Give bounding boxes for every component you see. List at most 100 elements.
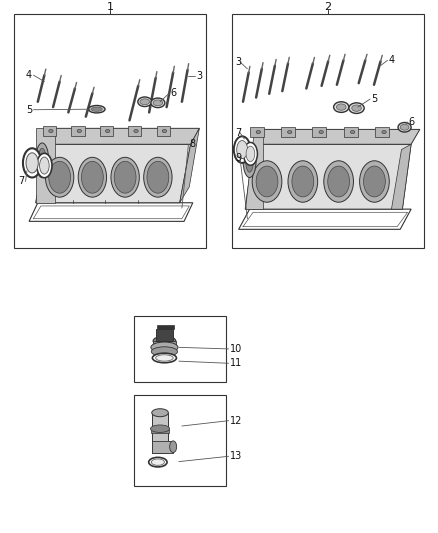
Ellipse shape xyxy=(153,336,176,346)
Polygon shape xyxy=(157,325,174,329)
Text: 13: 13 xyxy=(230,451,242,461)
Ellipse shape xyxy=(150,425,170,432)
Ellipse shape xyxy=(288,131,292,134)
Text: 9: 9 xyxy=(235,152,241,163)
Ellipse shape xyxy=(288,161,318,202)
Polygon shape xyxy=(152,441,173,453)
Ellipse shape xyxy=(252,161,282,202)
Ellipse shape xyxy=(149,457,167,467)
Ellipse shape xyxy=(114,161,136,193)
Ellipse shape xyxy=(37,154,52,178)
Text: 3: 3 xyxy=(196,71,202,81)
Ellipse shape xyxy=(78,157,106,197)
Ellipse shape xyxy=(77,130,81,133)
Ellipse shape xyxy=(360,161,389,202)
Text: 1: 1 xyxy=(106,2,113,12)
Ellipse shape xyxy=(26,153,38,173)
Ellipse shape xyxy=(151,98,165,108)
Ellipse shape xyxy=(400,124,409,130)
Text: 6: 6 xyxy=(408,117,414,127)
Polygon shape xyxy=(392,144,411,209)
Ellipse shape xyxy=(152,353,177,363)
Ellipse shape xyxy=(382,131,386,134)
Ellipse shape xyxy=(88,106,105,113)
Ellipse shape xyxy=(81,161,103,193)
Ellipse shape xyxy=(364,166,385,197)
Text: 5: 5 xyxy=(26,104,32,115)
Ellipse shape xyxy=(140,99,150,104)
Ellipse shape xyxy=(319,131,323,134)
Bar xyxy=(312,127,326,138)
Text: 8: 8 xyxy=(189,139,195,149)
Ellipse shape xyxy=(398,123,411,132)
Bar xyxy=(134,395,226,486)
Ellipse shape xyxy=(350,131,355,134)
Polygon shape xyxy=(239,209,411,229)
Text: 10: 10 xyxy=(230,344,242,354)
Text: 3: 3 xyxy=(235,57,241,67)
Polygon shape xyxy=(180,128,199,203)
Ellipse shape xyxy=(234,136,251,163)
Ellipse shape xyxy=(352,105,361,111)
Ellipse shape xyxy=(151,459,164,465)
Ellipse shape xyxy=(111,157,139,197)
Text: 6: 6 xyxy=(170,88,176,98)
Bar xyxy=(281,127,295,138)
Polygon shape xyxy=(35,128,55,203)
Ellipse shape xyxy=(324,161,353,202)
Ellipse shape xyxy=(162,130,166,133)
Ellipse shape xyxy=(336,104,346,110)
Text: 2: 2 xyxy=(325,2,332,12)
Ellipse shape xyxy=(292,166,314,197)
Ellipse shape xyxy=(151,342,178,353)
Polygon shape xyxy=(29,203,193,221)
Polygon shape xyxy=(152,413,168,453)
Bar xyxy=(43,126,56,136)
Ellipse shape xyxy=(170,441,177,453)
Text: 7: 7 xyxy=(18,176,25,187)
Bar xyxy=(232,14,424,248)
Polygon shape xyxy=(153,341,176,348)
Ellipse shape xyxy=(334,102,349,112)
Ellipse shape xyxy=(39,157,49,174)
Ellipse shape xyxy=(23,148,41,177)
Ellipse shape xyxy=(155,355,173,361)
Bar xyxy=(156,126,170,136)
Bar xyxy=(71,126,85,136)
Ellipse shape xyxy=(151,347,177,357)
Bar xyxy=(134,316,226,382)
Ellipse shape xyxy=(106,130,110,133)
Ellipse shape xyxy=(49,130,53,133)
Ellipse shape xyxy=(256,131,261,134)
Ellipse shape xyxy=(328,166,350,197)
Polygon shape xyxy=(46,128,199,144)
Ellipse shape xyxy=(138,97,152,107)
Ellipse shape xyxy=(147,161,169,193)
Ellipse shape xyxy=(243,143,256,177)
Ellipse shape xyxy=(237,141,247,159)
Bar xyxy=(128,126,141,136)
Ellipse shape xyxy=(144,157,172,197)
Bar xyxy=(344,127,358,138)
Ellipse shape xyxy=(246,148,254,172)
Bar xyxy=(375,127,389,138)
Ellipse shape xyxy=(35,143,49,177)
Polygon shape xyxy=(155,329,173,341)
Ellipse shape xyxy=(49,161,71,193)
Text: 5: 5 xyxy=(371,94,377,104)
Bar xyxy=(100,126,113,136)
Polygon shape xyxy=(245,144,411,209)
Bar xyxy=(14,14,206,248)
Ellipse shape xyxy=(153,100,162,106)
Ellipse shape xyxy=(134,130,138,133)
Text: 7: 7 xyxy=(235,127,241,138)
Ellipse shape xyxy=(244,142,258,165)
Ellipse shape xyxy=(256,166,278,197)
Text: 12: 12 xyxy=(230,416,242,426)
Bar xyxy=(250,127,264,138)
Ellipse shape xyxy=(152,409,168,417)
Text: 4: 4 xyxy=(26,70,32,80)
Ellipse shape xyxy=(349,103,364,114)
Ellipse shape xyxy=(246,146,255,161)
Polygon shape xyxy=(151,429,169,433)
